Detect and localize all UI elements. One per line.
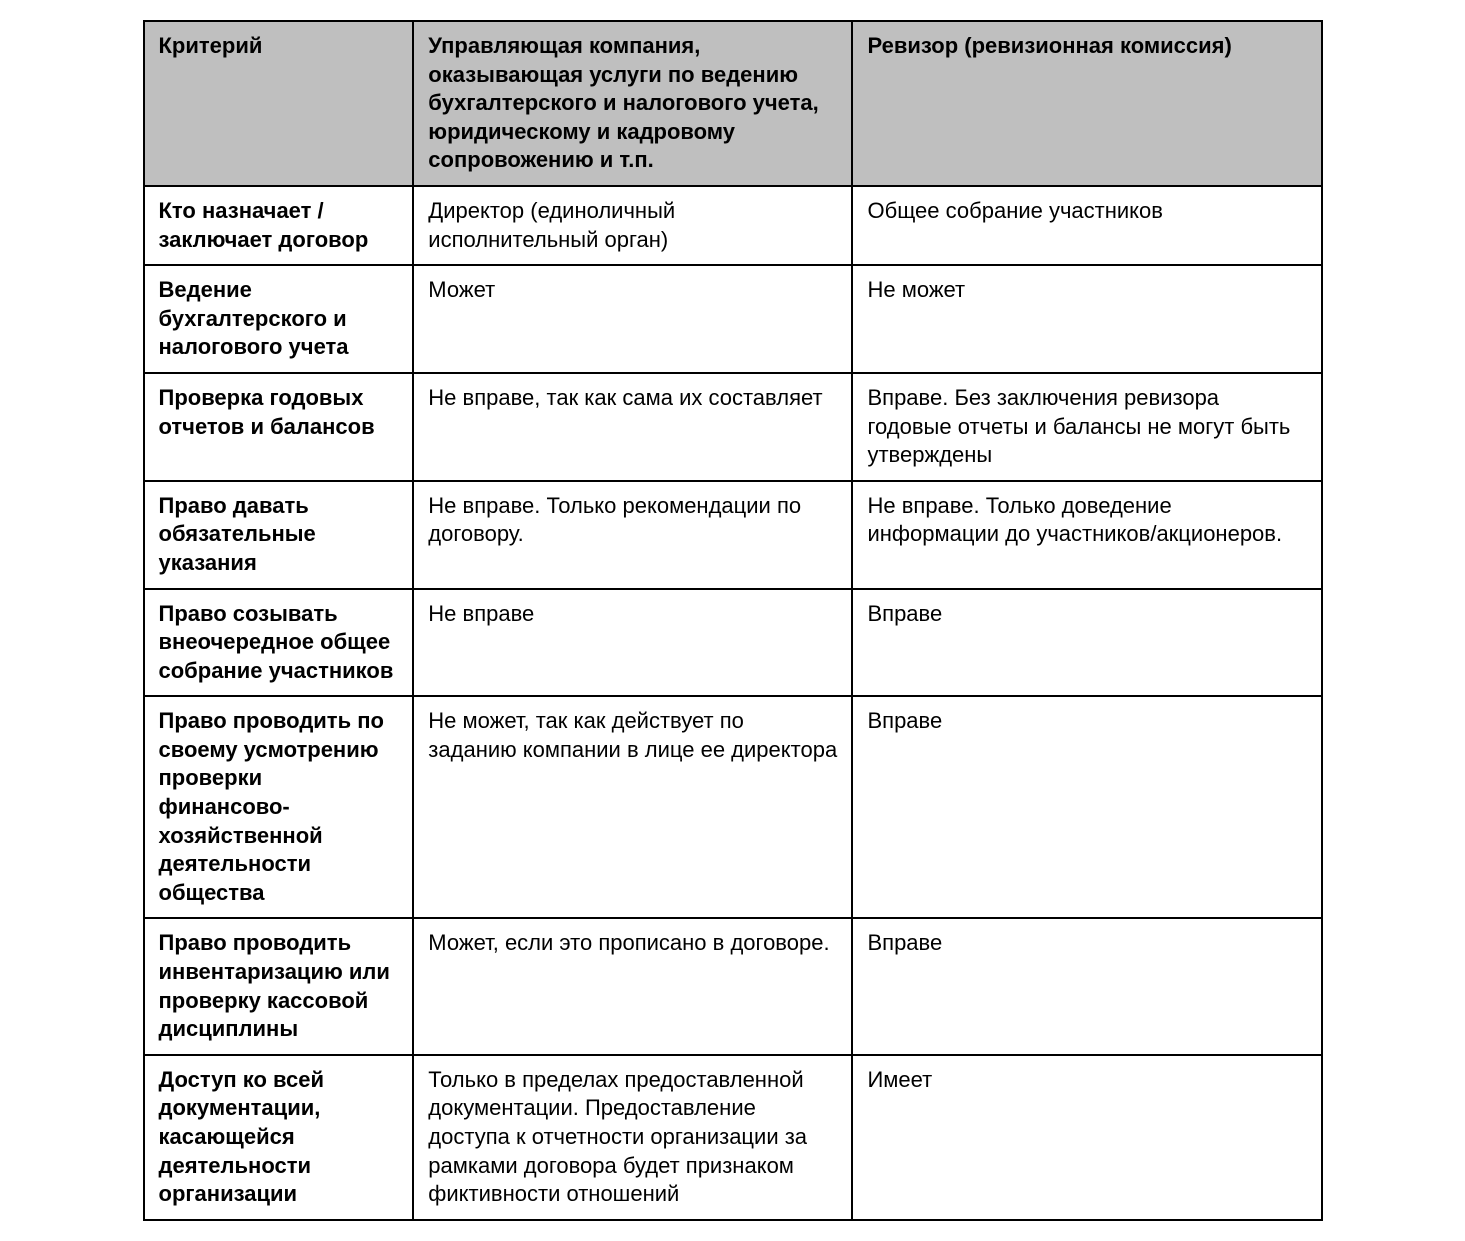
cell-auditor: Имеет	[852, 1055, 1321, 1220]
cell-mgmt: Только в пределах предоставленной докуме…	[413, 1055, 852, 1220]
table-row: Проверка годовых отчетов и балансов Не в…	[144, 373, 1322, 481]
cell-criterion: Право давать обязательные указания	[144, 481, 414, 589]
cell-auditor: Вправе	[852, 918, 1321, 1054]
cell-auditor: Общее собрание участников	[852, 186, 1321, 265]
cell-auditor: Не вправе. Только доведение информации д…	[852, 481, 1321, 589]
cell-auditor: Вправе	[852, 696, 1321, 918]
cell-criterion: Доступ ко всей документации, касающейся …	[144, 1055, 414, 1220]
cell-criterion: Право созывать внеочередное общее собран…	[144, 589, 414, 697]
table-header-row: Критерий Управляющая компания, оказывающ…	[144, 21, 1322, 186]
header-management-company: Управляющая компания, оказывающая услуги…	[413, 21, 852, 186]
table-row: Доступ ко всей документации, касающейся …	[144, 1055, 1322, 1220]
cell-auditor: Вправе	[852, 589, 1321, 697]
table-row: Право проводить инвентаризацию или прове…	[144, 918, 1322, 1054]
table-row: Ведение бухгалтерского и налогового учет…	[144, 265, 1322, 373]
table-row: Кто назначает / заключает договор Директ…	[144, 186, 1322, 265]
cell-auditor: Не может	[852, 265, 1321, 373]
cell-mgmt: Может, если это прописано в договоре.	[413, 918, 852, 1054]
cell-mgmt: Может	[413, 265, 852, 373]
cell-criterion: Ведение бухгалтерского и налогового учет…	[144, 265, 414, 373]
cell-mgmt: Директор (единоличный исполнительный орг…	[413, 186, 852, 265]
header-auditor: Ревизор (ревизионная комиссия)	[852, 21, 1321, 186]
cell-criterion: Право проводить инвентаризацию или прове…	[144, 918, 414, 1054]
table-row: Право созывать внеочередное общее собран…	[144, 589, 1322, 697]
table-row: Право давать обязательные указания Не вп…	[144, 481, 1322, 589]
table-row: Право проводить по своему усмотрению про…	[144, 696, 1322, 918]
header-criterion: Критерий	[144, 21, 414, 186]
comparison-table: Критерий Управляющая компания, оказывающ…	[143, 20, 1323, 1221]
cell-mgmt: Не вправе	[413, 589, 852, 697]
cell-criterion: Проверка годовых отчетов и балансов	[144, 373, 414, 481]
table-body: Кто назначает / заключает договор Директ…	[144, 186, 1322, 1220]
cell-criterion: Кто назначает / заключает договор	[144, 186, 414, 265]
cell-mgmt: Не вправе, так как сама их составляет	[413, 373, 852, 481]
cell-mgmt: Не вправе. Только рекомендации по догово…	[413, 481, 852, 589]
cell-auditor: Вправе. Без заключения ревизора годовые …	[852, 373, 1321, 481]
cell-mgmt: Не может, так как действует по заданию к…	[413, 696, 852, 918]
cell-criterion: Право проводить по своему усмотрению про…	[144, 696, 414, 918]
